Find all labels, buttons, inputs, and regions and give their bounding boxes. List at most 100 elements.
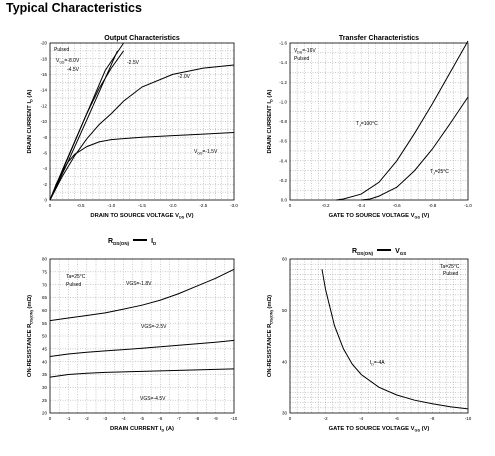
- y-tick-label: 60: [282, 257, 288, 262]
- y-tick-label: 30: [282, 411, 288, 416]
- chart3-title-r-sub: DS(ON): [113, 241, 130, 246]
- y-tick-label: 65: [42, 295, 48, 300]
- x-tick-label: -3.0: [230, 203, 238, 208]
- y-tick-label: -4: [43, 166, 47, 171]
- series-line: [49, 64, 235, 201]
- series-line: [49, 50, 118, 201]
- x-tick-label: -4: [359, 416, 363, 421]
- plot-frame: [49, 42, 235, 201]
- annotation-ta: Ta=25°C: [66, 274, 86, 280]
- y-tick-label: 70: [42, 282, 48, 287]
- annotation-4-5v: -4.5V: [67, 67, 80, 73]
- y-tick-label: -16: [40, 72, 47, 77]
- x-tick-label: -0.4: [357, 203, 365, 208]
- annotation-tj-100: TJ=100°C: [356, 121, 378, 127]
- x-tick-label: -0.8: [429, 203, 437, 208]
- chart1-title: Output Characteristics: [104, 35, 180, 42]
- y-tick-label: -20: [40, 41, 47, 46]
- x-tick-label: -1.5: [138, 203, 146, 208]
- y-tick-label: 40: [282, 359, 288, 364]
- annotation-pulsed: Pulsed: [294, 56, 310, 62]
- chart4-title: RDS(ON) VGS: [352, 248, 406, 256]
- x-tick-label: -2.5: [199, 203, 207, 208]
- x-tick-label: -1: [66, 416, 70, 421]
- y-tick-label: 25: [42, 398, 48, 403]
- y-tick-label: 35: [42, 372, 48, 377]
- x-tick-label: -6: [158, 416, 162, 421]
- chart3-title-i-sub: D: [153, 241, 157, 246]
- y-tick-label: -0.2: [279, 178, 287, 183]
- x-tick-label: -8: [430, 416, 434, 421]
- x-tick-label: -6: [395, 416, 399, 421]
- x-tick-label: -2: [85, 416, 89, 421]
- annotation-vgs-4-5v: VGS=-4.5V: [140, 396, 166, 402]
- annotation-vgs-1-8v: VGS=-1.8V: [126, 281, 152, 287]
- y-tick-label: -1.2: [279, 80, 287, 85]
- y-tick-label: -18: [40, 56, 47, 61]
- annotation-id-4a: ID=-4A: [370, 360, 385, 366]
- x-axis-label: GATE TO SOURCE VOLTAGE VGS (V): [329, 213, 430, 220]
- x-tick-label: 0: [49, 416, 52, 421]
- y-tick-label: -6: [43, 151, 47, 156]
- x-tick-label: -8: [195, 416, 199, 421]
- y-tick-label: -14: [40, 88, 47, 93]
- series-line: [49, 268, 235, 322]
- series-line: [336, 40, 469, 201]
- y-tick-label: -2: [43, 182, 47, 187]
- x-tick-label: -0.2: [322, 203, 330, 208]
- y-tick-label: -0.4: [279, 158, 287, 163]
- y-tick-label: -12: [40, 103, 47, 108]
- chart3-title-i: I: [151, 238, 154, 245]
- y-tick-label: 20: [42, 411, 48, 416]
- series-line: [321, 269, 469, 410]
- y-tick-label: 40: [42, 359, 48, 364]
- series-line: [49, 132, 235, 201]
- chart3-title: RDS(ON) ID: [108, 238, 156, 246]
- x-tick-label: 0: [49, 203, 52, 208]
- annotation-pulsed: Pulsed: [66, 282, 82, 288]
- annotation-2-0v: -2.0V: [178, 74, 191, 80]
- y-tick-label: -1.4: [279, 60, 287, 65]
- y-tick-label: 55: [42, 321, 48, 326]
- x-tick-label: -2.0: [169, 203, 177, 208]
- chart4-title-r: R: [352, 248, 358, 255]
- y-tick-label: 50: [42, 334, 48, 339]
- chart4-title-r-sub: DS(ON): [357, 251, 374, 256]
- x-tick-label: -1.0: [107, 203, 115, 208]
- chart4-title-separator: [377, 249, 392, 251]
- y-tick-label: 45: [42, 346, 48, 351]
- y-axis-label: DRAIN CURRENT ID (A): [27, 89, 34, 153]
- x-tick-label: -5: [140, 416, 144, 421]
- annotation-tj-25: TJ=25°C: [430, 169, 449, 175]
- y-axis-label: DRAIN CURRENT ID (A): [267, 89, 274, 153]
- annotation-vgs-1-5v: VGS=-1.5V: [194, 149, 218, 155]
- y-tick-label: 60: [42, 308, 48, 313]
- plot-frame: [289, 42, 469, 201]
- y-tick-label: 0: [44, 198, 47, 203]
- x-tick-label: -4: [122, 416, 126, 421]
- x-tick-label: -10: [231, 416, 238, 421]
- annotation-vgs-2-5v: VGS=-2.5V: [141, 324, 167, 330]
- annotation-pulsed: Pulsed: [443, 271, 459, 277]
- series-line: [49, 368, 235, 378]
- annotation-vds: VDS=-16V: [294, 48, 316, 54]
- y-tick-label: -1.6: [279, 41, 287, 46]
- y-tick-label: 50: [282, 308, 288, 313]
- y-tick-label: 30: [42, 385, 48, 390]
- plot-frame: [49, 258, 235, 414]
- y-tick-label: -1.0: [279, 99, 287, 104]
- y-tick-label: 80: [42, 257, 48, 262]
- x-axis-label: DRAIN TO SOURCE VOLTAGE VDS (V): [90, 213, 193, 220]
- x-tick-label: 0: [289, 416, 292, 421]
- x-tick-label: -2: [324, 416, 328, 421]
- y-tick-label: 75: [42, 269, 48, 274]
- y-tick-label: -0.8: [279, 119, 287, 124]
- plot-frame: [289, 258, 469, 414]
- x-tick-label: -3: [103, 416, 107, 421]
- annotation-2-5v: -2.5V: [127, 60, 140, 66]
- y-axis-label: ON-RESISTANCE RDS(ON) (mΩ): [267, 295, 274, 377]
